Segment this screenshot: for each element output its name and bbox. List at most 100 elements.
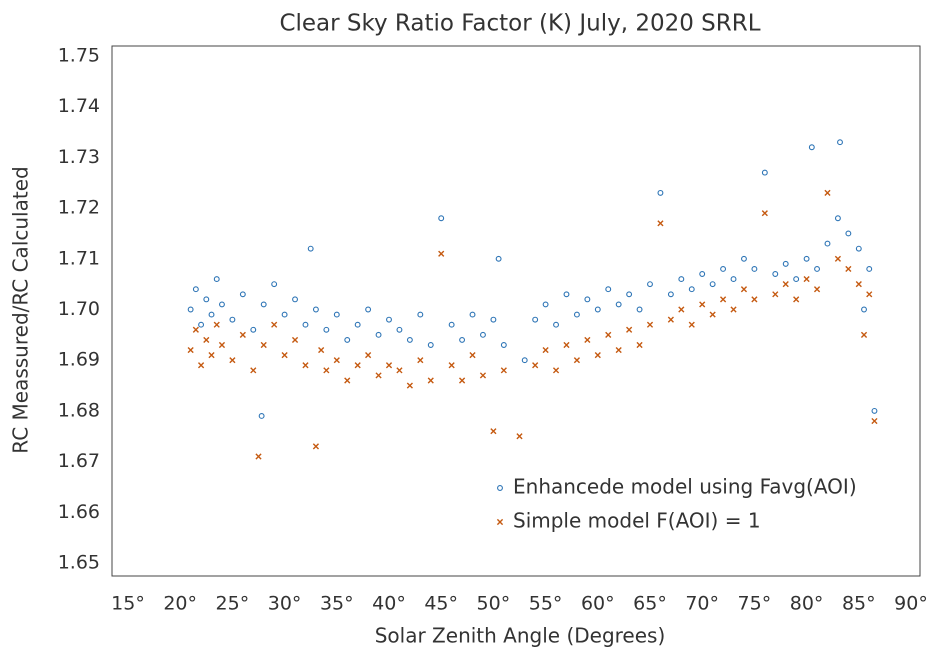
point	[594, 352, 601, 359]
point	[709, 311, 716, 318]
point	[333, 357, 340, 364]
point	[469, 352, 476, 359]
point	[532, 316, 539, 323]
point	[615, 301, 622, 308]
point	[229, 357, 236, 364]
point	[208, 352, 215, 359]
point	[521, 357, 528, 364]
point	[250, 326, 257, 333]
point	[563, 341, 570, 349]
point	[500, 342, 507, 348]
point	[495, 255, 502, 262]
y-tick-label: 1.73	[58, 146, 100, 168]
point	[302, 321, 309, 328]
point	[667, 291, 674, 298]
point	[699, 271, 706, 277]
point	[459, 336, 466, 343]
point	[312, 443, 320, 450]
point	[260, 341, 267, 349]
point	[667, 316, 674, 323]
point	[396, 326, 403, 333]
point	[213, 276, 220, 283]
point	[605, 286, 612, 293]
y-tick-label: 1.66	[58, 501, 100, 523]
legend-marker	[497, 485, 503, 491]
point	[197, 362, 205, 369]
y-tick-label: 1.67	[58, 450, 100, 472]
point	[845, 230, 852, 237]
point	[553, 321, 559, 328]
point	[699, 301, 706, 308]
point	[646, 321, 654, 328]
point	[824, 189, 831, 196]
point	[584, 336, 591, 344]
point	[438, 250, 445, 257]
x-tick-label: 35°	[320, 593, 354, 615]
x-tick-label: 15°	[111, 593, 145, 615]
legend-marker	[496, 518, 504, 526]
point	[375, 331, 382, 338]
point	[845, 265, 852, 273]
point	[563, 291, 570, 298]
point	[688, 286, 695, 293]
x-tick-label: 85°	[842, 593, 876, 615]
x-tick-label: 40°	[372, 593, 406, 615]
point	[239, 291, 246, 298]
legend-label: Enhancede model using Favg(AOI)	[513, 475, 857, 499]
point	[458, 377, 466, 384]
point	[573, 311, 580, 318]
point	[720, 265, 727, 272]
point	[213, 321, 220, 328]
x-tick-label: 75°	[738, 593, 772, 615]
y-tick-label: 1.74	[58, 95, 100, 117]
point	[291, 336, 299, 344]
point	[229, 316, 236, 323]
y-tick-label: 1.71	[58, 247, 100, 269]
point	[448, 362, 455, 369]
point	[386, 316, 392, 323]
point	[192, 326, 199, 333]
y-tick-label: 1.65	[58, 552, 100, 574]
point	[751, 265, 758, 272]
point	[469, 311, 476, 318]
point	[323, 326, 330, 333]
point	[192, 286, 199, 293]
point	[647, 281, 653, 288]
point	[584, 296, 591, 303]
point	[866, 265, 873, 272]
point	[626, 291, 633, 298]
y-tick-label: 1.75	[58, 45, 100, 67]
point	[417, 357, 424, 364]
point	[866, 291, 873, 298]
point	[782, 281, 789, 288]
x-tick-label: 65°	[633, 593, 667, 615]
y-axis-title: RC Meassured/RC Calculated	[9, 166, 33, 453]
point	[417, 311, 424, 318]
point	[834, 255, 842, 262]
point	[427, 342, 434, 348]
point	[250, 367, 257, 374]
point	[239, 331, 246, 338]
y-tick-label: 1.68	[58, 399, 100, 421]
point	[365, 306, 372, 313]
point	[636, 341, 643, 349]
point	[302, 362, 309, 369]
point	[855, 281, 862, 288]
point	[258, 413, 265, 419]
x-tick-label: 55°	[529, 593, 563, 615]
point	[626, 326, 633, 333]
point	[354, 362, 361, 369]
point	[542, 301, 549, 308]
point	[271, 281, 278, 288]
point	[532, 362, 539, 369]
point	[657, 220, 664, 227]
point	[333, 311, 340, 318]
point	[292, 296, 298, 303]
point	[615, 346, 622, 354]
point	[219, 301, 225, 308]
point	[344, 377, 351, 384]
point	[782, 260, 789, 267]
point	[375, 372, 382, 379]
point	[281, 311, 288, 318]
